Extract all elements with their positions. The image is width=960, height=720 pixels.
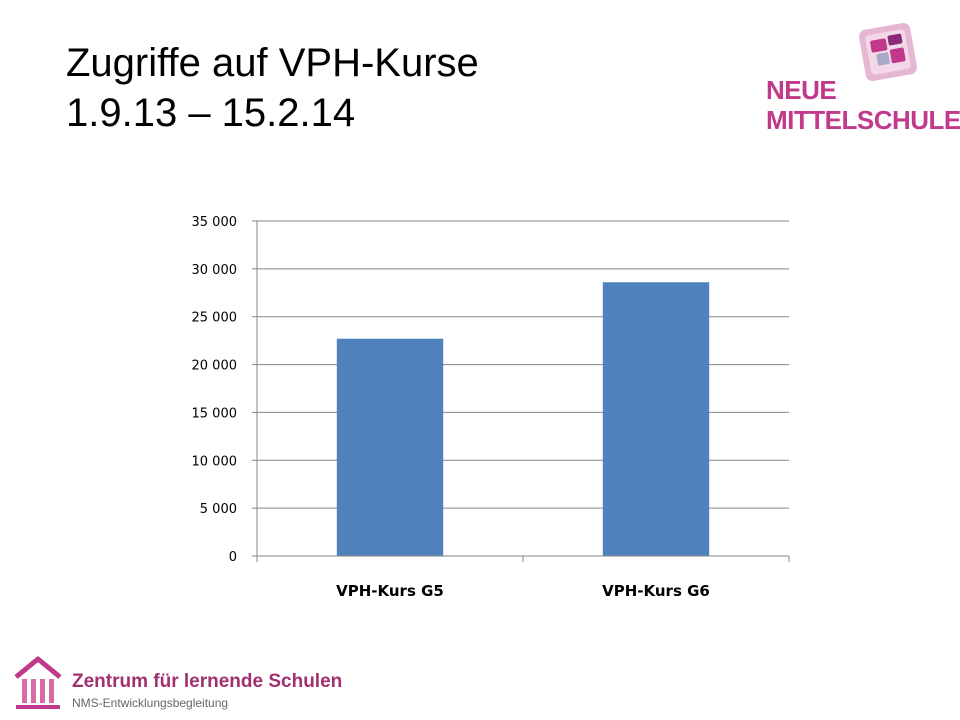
y-tick-label: 5 000 [200, 502, 237, 517]
school-house-icon [14, 656, 62, 709]
slide-title: Zugriffe auf VPH-Kurse 1.9.13 – 15.2.14 [66, 38, 479, 138]
y-tick-label: 10 000 [192, 454, 238, 469]
y-tick-label: 35 000 [192, 215, 238, 230]
y-tick-label: 15 000 [192, 406, 238, 421]
nms-logo-line1: NEUE [766, 75, 837, 105]
neue-mittelschule-logo: NEUE MITTELSCHULE [766, 14, 960, 134]
x-category-label: VPH-Kurs G6 [602, 582, 710, 600]
slide-title-line1: Zugriffe auf VPH-Kurse [66, 41, 479, 85]
zentrum-logo: Zentrum für lernende Schulen NMS-Entwick… [12, 655, 352, 715]
x-category-label: VPH-Kurs G5 [336, 582, 444, 600]
y-tick-label: 20 000 [192, 359, 238, 374]
slide-title-line2: 1.9.13 – 15.2.14 [66, 91, 356, 135]
bar-vph-kurs-g5 [336, 338, 444, 556]
zentrum-subtitle: NMS-Entwicklungsbegleitung [72, 696, 229, 710]
y-tick-label: 25 000 [192, 311, 238, 326]
bar-vph-kurs-g6 [602, 282, 710, 556]
zentrum-name: Zentrum für lernende Schulen [72, 671, 343, 692]
puzzle-cube-icon [858, 22, 918, 82]
nms-logo-line2: MITTELSCHULE [766, 105, 960, 135]
y-tick-label: 0 [229, 550, 237, 565]
y-tick-label: 30 000 [192, 263, 238, 278]
